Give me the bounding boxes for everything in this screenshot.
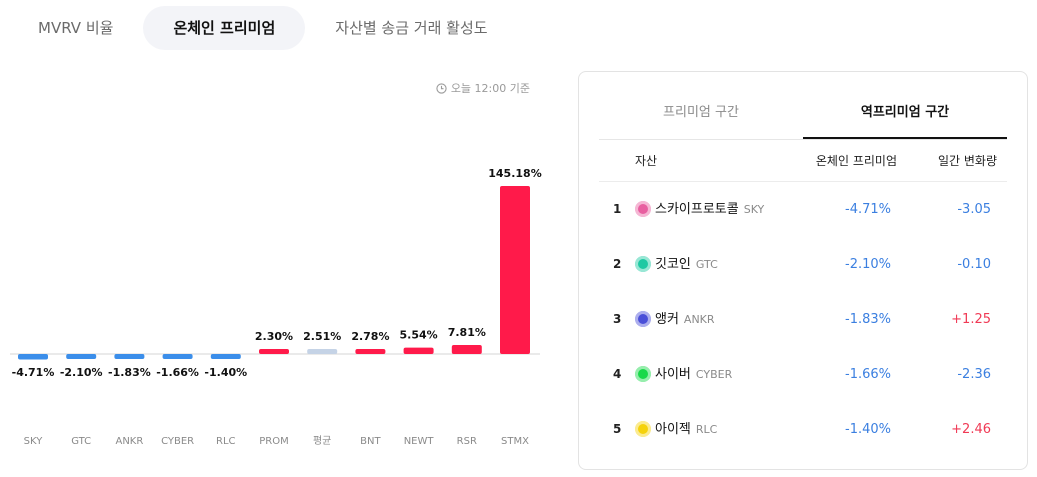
asset-name[interactable]: 스카이프로토콜 SKY: [655, 182, 764, 237]
table-header: 자산 온체인 프리미엄 일간 변화량: [599, 140, 1007, 182]
ankr-coin-icon: [635, 311, 651, 327]
daily-change-value: -2.36: [957, 367, 991, 382]
clock-icon: [436, 82, 447, 94]
data-label: 2.78%: [351, 330, 389, 343]
bar-stmx[interactable]: [500, 186, 530, 354]
data-label: 2.30%: [255, 330, 293, 343]
category-label: BNT: [360, 436, 381, 447]
table-row[interactable]: 2 깃코인 GTC -2.10% -0.10: [599, 237, 1007, 292]
category-label: RSR: [457, 436, 477, 447]
asset-name[interactable]: 사이버 CYBER: [655, 347, 732, 402]
daily-change-value: +1.25: [951, 312, 991, 327]
data-label: -4.71%: [12, 366, 55, 379]
asset-symbol: CYBER: [695, 368, 733, 381]
asset-symbol: RLC: [695, 423, 718, 436]
data-label: -1.83%: [108, 366, 151, 379]
premium-value: -1.83%: [845, 312, 891, 327]
asof-label: 오늘 12:00 기준: [450, 82, 530, 95]
bar-rsr[interactable]: [451, 344, 482, 354]
tab-transfer-activity[interactable]: 자산별 송금 거래 활성도: [335, 19, 488, 37]
category-label: 평균: [313, 435, 331, 447]
asset-name-text: 앵커: [655, 312, 679, 327]
category-label: GTC: [71, 436, 91, 447]
data-label: 7.81%: [448, 326, 486, 339]
premium-value: -4.71%: [845, 202, 891, 217]
ranking-panel: 프리미엄 구간 역프리미엄 구간 자산 온체인 프리미엄 일간 변화량 1 스카이…: [578, 71, 1028, 470]
rank-number: 3: [613, 312, 622, 326]
bar-prom[interactable]: [259, 349, 289, 354]
category-label: STMX: [501, 436, 529, 447]
category-label: SKY: [24, 436, 44, 447]
premium-value: -2.10%: [845, 257, 891, 272]
rank-number: 5: [613, 422, 622, 436]
category-label: NEWT: [404, 436, 435, 447]
bar-gtc[interactable]: [66, 354, 97, 359]
bar-average[interactable]: [307, 349, 338, 354]
data-label: -1.40%: [204, 366, 247, 379]
table-row[interactable]: 5 아이젝 RLC -1.40% +2.46: [599, 402, 1007, 457]
chart-area: 오늘 12:00 기준 -4.71% SKY -2.10% GTC -1.83% ANKR…: [0, 60, 560, 477]
bar-cyber[interactable]: [162, 354, 193, 359]
asset-name[interactable]: 깃코인 GTC: [655, 237, 718, 292]
daily-change-value: -3.05: [957, 202, 991, 217]
rlc-coin-icon: [635, 421, 651, 437]
asset-symbol: SKY: [743, 203, 765, 216]
asof-timestamp: 오늘 12:00 기준: [436, 80, 530, 96]
daily-change-value: -0.10: [957, 257, 991, 272]
data-label: 145.18%: [488, 167, 541, 180]
gtc-coin-icon: [635, 256, 651, 272]
data-label: 5.54%: [400, 329, 438, 342]
tab-premium-range[interactable]: 프리미엄 구간: [663, 105, 739, 120]
table-row[interactable]: 3 앵커 ANKR -1.83% +1.25: [599, 292, 1007, 347]
asset-name-text: 사이버: [655, 367, 691, 382]
asset-name[interactable]: 아이젝 RLC: [655, 402, 717, 457]
data-label: -1.66%: [156, 366, 199, 379]
asset-name-text: 깃코인: [655, 257, 691, 272]
daily-change-value: +2.46: [951, 422, 991, 437]
table-row[interactable]: 1 스카이프로토콜 SKY -4.71% -3.05: [599, 182, 1007, 237]
category-label: ANKR: [115, 436, 143, 447]
bar-ankr[interactable]: [114, 354, 145, 359]
premium-value: -1.40%: [845, 422, 891, 437]
cyber-coin-icon: [635, 366, 651, 382]
table-row[interactable]: 4 사이버 CYBER -1.66% -2.36: [599, 347, 1007, 402]
premium-value: -1.66%: [845, 367, 891, 382]
column-asset: 자산: [635, 154, 658, 168]
asset-symbol: GTC: [695, 258, 718, 271]
bar-rlc[interactable]: [210, 354, 241, 359]
data-label: 2.51%: [303, 330, 341, 343]
asset-name-text: 스카이프로토콜: [655, 202, 739, 217]
tab-mvrv[interactable]: MVRV 비율: [38, 19, 114, 37]
premium-bar-chart: -4.71% SKY -2.10% GTC -1.83% ANKR -1.66% CYBER -…: [10, 167, 542, 447]
category-label: CYBER: [161, 436, 194, 447]
category-label: RLC: [216, 436, 236, 447]
bar-bnt[interactable]: [355, 349, 386, 354]
column-change[interactable]: 일간 변화량: [937, 154, 997, 168]
rank-number: 2: [613, 257, 622, 271]
bar-newt[interactable]: [403, 347, 434, 354]
sky-coin-icon: [635, 201, 651, 217]
asset-name-text: 아이젝: [655, 422, 691, 437]
asset-name[interactable]: 앵커 ANKR: [655, 292, 715, 347]
bar-sky[interactable]: [18, 354, 48, 360]
data-label: -2.10%: [60, 366, 103, 379]
panel-tabs: 프리미엄 구간 역프리미엄 구간: [599, 90, 1007, 140]
tab-reverse-premium-range[interactable]: 역프리미엄 구간: [803, 90, 1007, 139]
category-label: PROM: [259, 436, 288, 447]
tab-onchain-premium[interactable]: 온체인 프리미엄: [143, 6, 306, 50]
asset-symbol: ANKR: [683, 313, 715, 326]
rank-number: 4: [613, 367, 622, 381]
ranking-table-body: 1 스카이프로토콜 SKY -4.71% -3.05 2 깃코인 GTC -2.10% -0.10…: [599, 182, 1007, 457]
rank-number: 1: [613, 202, 622, 216]
column-premium[interactable]: 온체인 프리미엄: [815, 154, 897, 168]
metric-tabs: MVRV 비율 온체인 프리미엄 자산별 송금 거래 활성도: [0, 6, 518, 50]
